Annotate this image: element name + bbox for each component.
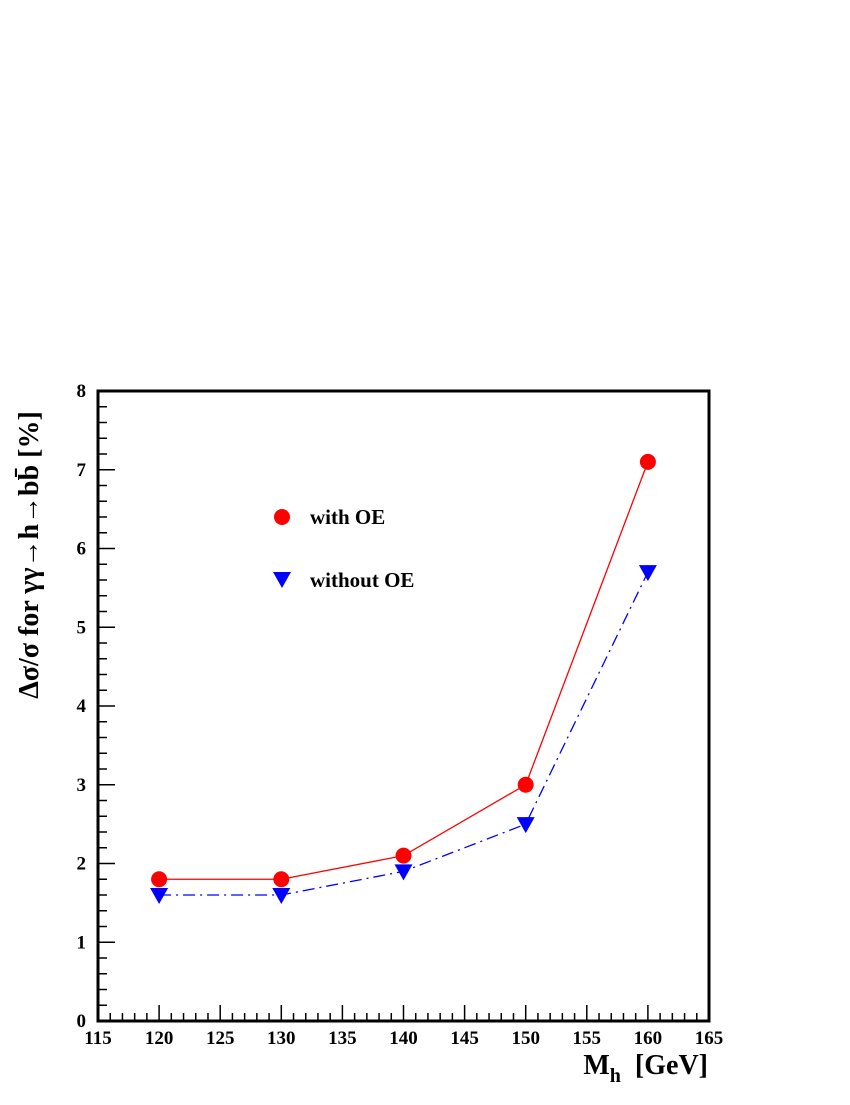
legend-label-without-oe: without OE: [310, 568, 414, 592]
axis-ticks: [97, 390, 710, 1022]
x-tick-label: 145: [450, 1028, 479, 1049]
x-axis-subscript: h: [610, 1065, 621, 1087]
series-line-without-oe: [159, 571, 649, 896]
data-point-with-oe: [639, 453, 656, 470]
x-tick-label: 150: [511, 1028, 540, 1049]
legend-label-with-oe: with OE: [310, 505, 385, 529]
legend-marker-without-oe: [273, 572, 291, 588]
data-point-with-oe: [273, 871, 290, 888]
data-point-without-oe: [150, 888, 169, 904]
x-tick-label: 125: [206, 1028, 235, 1049]
data-point-without-oe: [272, 888, 291, 904]
x-axis-unit: [GeV]: [635, 1050, 708, 1081]
series-markers: [150, 453, 657, 904]
y-tick-label: 0: [77, 1011, 87, 1032]
legend: with OE without OE: [273, 505, 414, 592]
y-tick-label: 1: [77, 932, 87, 953]
x-tick-label: 160: [634, 1028, 663, 1049]
y-tick-label: 7: [77, 460, 87, 481]
tick-labels: 115 120 125 130 135 140 145 150 155 160 165 0 1 2 3 4 5 6…: [77, 381, 724, 1049]
data-point-with-oe: [517, 776, 534, 793]
y-tick-label: 2: [77, 854, 87, 875]
x-tick-label: 155: [573, 1028, 602, 1049]
x-tick-label: 165: [695, 1028, 724, 1049]
data-point-with-oe: [395, 847, 412, 864]
data-point-without-oe: [394, 864, 413, 881]
data-point-without-oe: [638, 565, 657, 582]
y-tick-label: 6: [77, 539, 87, 560]
series-lines: [159, 461, 649, 896]
y-axis-title: Δσ/σ for γγ→h→bb̄ [%]: [14, 411, 45, 699]
series-line-with-oe: [159, 461, 649, 880]
x-tick-label: 115: [84, 1028, 111, 1049]
y-tick-label: 8: [77, 381, 87, 402]
data-point-without-oe: [516, 817, 535, 834]
x-tick-label: 135: [328, 1028, 357, 1049]
x-tick-label: 140: [389, 1028, 418, 1049]
data-point-with-oe: [151, 871, 168, 888]
y-tick-label: 3: [77, 775, 87, 796]
legend-marker-with-oe: [274, 509, 290, 525]
y-tick-label: 5: [77, 617, 87, 638]
plot-frame: [96, 389, 711, 1023]
y-tick-label: 4: [77, 696, 87, 717]
x-tick-label: 120: [145, 1028, 174, 1049]
x-tick-label: 130: [267, 1028, 296, 1049]
x-axis-symbol: M: [583, 1050, 609, 1081]
x-axis-title: Mh [GeV]: [583, 1050, 708, 1087]
